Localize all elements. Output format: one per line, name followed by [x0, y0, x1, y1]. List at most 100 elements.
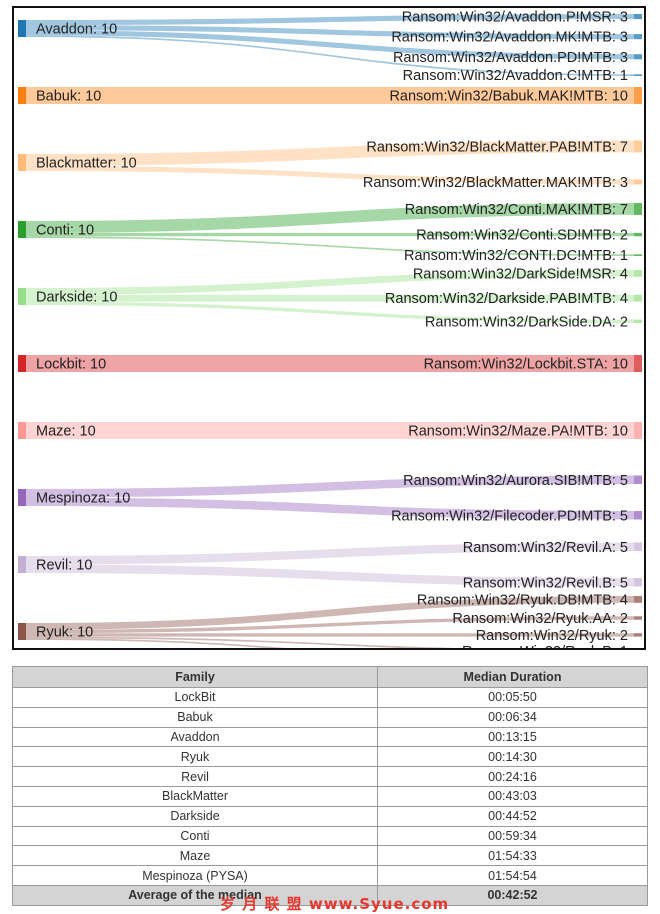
table-body: LockBit 00:05:50 Babuk 00:06:34 Avaddon 00:13… [12, 687, 648, 906]
target-node [634, 140, 642, 153]
watermark: 岁 月 联 盟 www.Syue.com [220, 895, 450, 913]
duration-cell: 00:44:52 [377, 805, 648, 827]
flow-link [26, 596, 634, 630]
target-node [634, 203, 642, 215]
source-label-darkside: Darkside: 10 [36, 290, 117, 306]
target-node [634, 179, 642, 185]
table-row: Babuk 00:06:34 [12, 706, 648, 728]
target-label: Ransom:Win32/Filecoder.PD!MTB: 5 [391, 508, 628, 524]
sankey-nodes [18, 14, 642, 640]
flow-link [26, 542, 634, 565]
target-node [634, 74, 642, 76]
source-node-lockbit [18, 355, 26, 372]
source-label-mespinoza: Mespinoza: 10 [36, 491, 130, 507]
source-label-lockbit: Lockbit: 10 [36, 357, 106, 373]
family-cell: Babuk [12, 706, 378, 728]
duration-cell: 00:24:16 [377, 766, 648, 787]
target-label: Ransom:Win32/Ryuk.DB!MTB: 4 [417, 592, 628, 608]
duration-cell: 01:54:33 [377, 845, 648, 867]
flow-link [26, 422, 634, 439]
target-node [634, 355, 642, 372]
target-node [634, 294, 642, 302]
flow-link [26, 25, 634, 40]
family-cell: Mespinoza (PYSA) [12, 865, 378, 886]
source-node-blackmatter [18, 154, 26, 171]
flow-link [26, 564, 634, 587]
target-label: Ransom:Win32/Revil.B: 5 [463, 575, 628, 591]
flow-link [26, 633, 634, 637]
summary-row: Average of the median 00:42:52 [12, 884, 648, 906]
duration-cell: 00:13:15 [377, 726, 648, 748]
flow-link [26, 616, 634, 634]
table-row: LockBit 00:05:50 [12, 687, 648, 708]
source-label-blackmatter: Blackmatter: 10 [36, 156, 137, 172]
target-node [634, 633, 642, 637]
flow-link [26, 638, 287, 648]
family-cell: Conti [12, 825, 378, 847]
table-row: Maze 01:54:33 [12, 845, 648, 867]
flow-link [26, 203, 634, 233]
target-label: Ransom:Win32/Aurora.SIB!MTB: 5 [403, 473, 628, 489]
summary-value-cell: 00:42:52 [377, 884, 648, 906]
flow-link [26, 270, 634, 295]
target-label: Ransom:Win32/DarkSide.DA: 2 [425, 314, 628, 330]
target-label: Ransom:Win32/CONTI.DC!MTB: 1 [404, 248, 628, 264]
median-duration-table-wrap: Family Median Duration LockBit 00:05:50 Ba… [12, 666, 648, 906]
target-label: Ransom:Win32/Lockbit.STA: 10 [424, 357, 628, 373]
target-node [634, 596, 642, 603]
duration-cell: 00:05:50 [377, 687, 648, 708]
family-cell: Revil [12, 766, 378, 787]
flow-link [26, 35, 634, 76]
table-row: Conti 00:59:34 [12, 825, 648, 847]
family-cell: BlackMatter [12, 785, 378, 807]
source-label-babuk: Babuk: 10 [36, 89, 101, 105]
table-row: Revil 00:24:16 [12, 766, 648, 787]
flow-link [26, 14, 634, 26]
column-header-median-duration: Median Duration [377, 666, 648, 688]
target-label: Ransom:Win32/Avaddon.PD!MTB: 3 [393, 50, 628, 66]
flow-link [26, 294, 634, 302]
target-label: Ransom:Win32/Conti.MAK!MTB: 7 [405, 202, 628, 218]
flow-link [26, 497, 634, 520]
target-label: Ransom:Win32/Ryuk.B: 1 [462, 644, 628, 648]
source-label-avaddon: Avaddon: 10 [36, 22, 117, 38]
target-label: Ransom:Win32/Ryuk.AA: 2 [452, 611, 628, 627]
target-label: Ransom:Win32/BlackMatter.MAK!MTB: 3 [363, 175, 628, 191]
family-cell: Avaddon [12, 726, 378, 748]
target-label: Ransom:Win32/DarkSide!MSR: 4 [413, 266, 628, 282]
target-label: Ransom:Win32/Babuk.MAK!MTB: 10 [389, 89, 628, 105]
target-node [634, 232, 642, 237]
table-row: Mespinoza (PYSA) 01:54:54 [12, 865, 648, 886]
family-cell: LockBit [12, 687, 378, 708]
target-label: Ransom:Win32/Avaddon.MK!MTB: 3 [391, 30, 628, 46]
sankey-svg: Ransom:Win32/Avaddon.P!MSR: 3 Ransom:Win3… [18, 10, 642, 648]
family-cell: Ryuk [12, 746, 378, 768]
source-node-avaddon [18, 20, 26, 37]
family-cell: Maze [12, 845, 378, 867]
target-label: Ransom:Win32/BlackMatter.PAB!MTB: 7 [366, 139, 628, 155]
sankey-chart: Ransom:Win32/Avaddon.P!MSR: 3 Ransom:Win3… [12, 6, 646, 650]
flow-link [26, 30, 634, 60]
table-row: BlackMatter 00:43:03 [12, 785, 648, 807]
target-label: Ransom:Win32/Ryuk: 2 [476, 628, 628, 644]
duration-cell: 00:59:34 [377, 825, 648, 847]
source-label-ryuk: Ryuk: 10 [36, 625, 93, 641]
flow-link [26, 636, 455, 648]
target-node [634, 270, 642, 277]
target-node [634, 422, 642, 439]
target-label: Ransom:Win32/Avaddon.P!MSR: 3 [402, 10, 628, 26]
target-node [634, 254, 642, 256]
flow-link [26, 140, 634, 166]
target-label: Ransom:Win32/Maze.PA!MTB: 10 [408, 424, 628, 440]
summary-label-cell: Average of the median [12, 884, 378, 906]
table-header-row: Family Median Duration [12, 666, 648, 688]
duration-cell: 00:14:30 [377, 746, 648, 768]
table-row: Darkside 00:44:52 [12, 805, 648, 827]
target-node [634, 319, 642, 323]
source-label-revil: Revil: 10 [36, 558, 92, 574]
target-node [634, 542, 642, 551]
source-node-ryuk [18, 623, 26, 640]
flow-link [26, 236, 634, 256]
table-row: Ryuk 00:14:30 [12, 746, 648, 768]
source-node-babuk [18, 87, 26, 104]
